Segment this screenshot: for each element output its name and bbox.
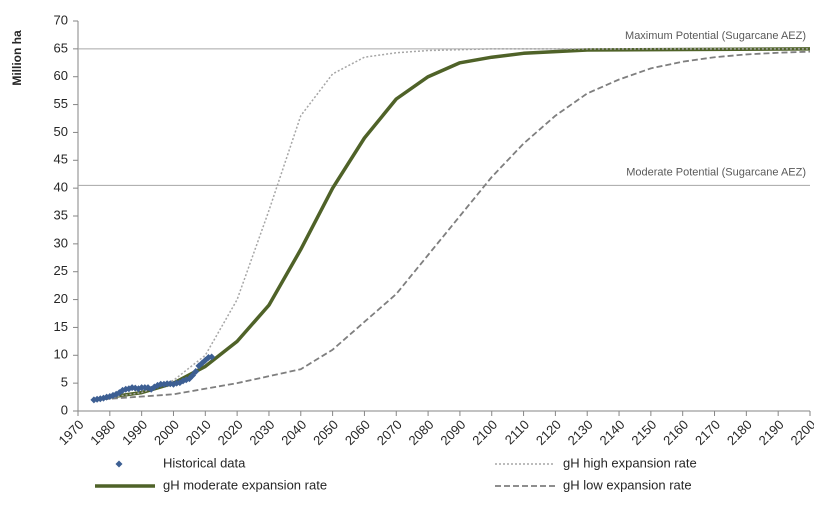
legend-marker: [115, 460, 123, 468]
y-tick-label: 15: [54, 319, 68, 334]
x-tick-label: 2050: [310, 417, 341, 448]
x-tick-label: 2150: [628, 417, 659, 448]
data-point: [189, 371, 197, 379]
y-tick-label: 65: [54, 40, 68, 55]
x-tick-label: 2100: [469, 417, 500, 448]
y-tick-label: 40: [54, 180, 68, 195]
y-tick-label: 35: [54, 207, 68, 222]
data-point: [122, 385, 130, 393]
x-tick-label: 2010: [183, 417, 214, 448]
x-tick-label: 2030: [246, 417, 277, 448]
x-tick-label: 2190: [756, 417, 787, 448]
y-tick-label: 20: [54, 291, 68, 306]
x-tick-label: 2180: [724, 417, 755, 448]
reference-label: Moderate Potential (Sugarcane AEZ): [626, 166, 806, 178]
y-tick-label: 25: [54, 263, 68, 278]
x-tick-label: 2170: [692, 417, 723, 448]
x-tick-label: 2040: [278, 417, 309, 448]
x-tick-label: 2140: [597, 417, 628, 448]
data-point: [192, 367, 200, 375]
x-tick-label: 2000: [151, 417, 182, 448]
series-line: [93, 50, 811, 401]
x-tick-label: 2090: [437, 417, 468, 448]
y-tick-label: 55: [54, 96, 68, 111]
reference-label: Maximum Potential (Sugarcane AEZ): [625, 30, 806, 42]
y-tick-label: 70: [54, 12, 68, 27]
legend-label: gH low expansion rate: [563, 477, 692, 492]
legend-label: Historical data: [163, 455, 246, 470]
x-tick-label: 1980: [87, 417, 118, 448]
x-tick-label: 2160: [660, 417, 691, 448]
x-tick-label: 2020: [215, 417, 246, 448]
y-tick-label: 0: [61, 402, 68, 417]
legend-label: gH moderate expansion rate: [163, 477, 327, 492]
x-tick-label: 2130: [565, 417, 596, 448]
x-tick-label: 2080: [406, 417, 437, 448]
x-tick-label: 2070: [374, 417, 405, 448]
y-tick-label: 10: [54, 347, 68, 362]
series-line: [93, 47, 811, 402]
y-axis-label: Million ha: [10, 30, 24, 86]
y-tick-label: 30: [54, 235, 68, 250]
x-tick-label: 2200: [787, 417, 814, 448]
y-tick-label: 50: [54, 124, 68, 139]
x-tick-label: 1970: [55, 417, 86, 448]
x-tick-label: 1990: [119, 417, 150, 448]
y-tick-label: 45: [54, 152, 68, 167]
series-line: [93, 48, 810, 401]
data-point: [208, 353, 216, 361]
x-tick-label: 2110: [502, 417, 532, 447]
legend-label: gH high expansion rate: [563, 455, 697, 470]
y-tick-label: 5: [61, 375, 68, 390]
x-tick-label: 2060: [342, 417, 373, 448]
x-tick-label: 2120: [533, 417, 564, 448]
y-tick-label: 60: [54, 68, 68, 83]
